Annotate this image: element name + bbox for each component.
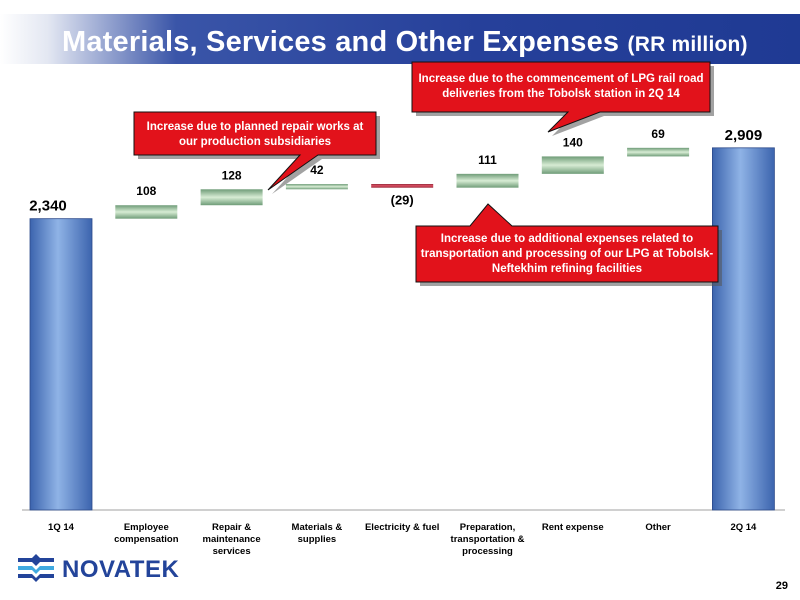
data-label-2: 128 (222, 168, 242, 182)
data-label-3: 42 (310, 163, 324, 177)
data-label-4: (29) (391, 193, 414, 208)
callout-rail (411, 61, 711, 133)
title-unit: (RR million) (627, 33, 748, 56)
title-bar (0, 14, 800, 64)
bar-1 (115, 205, 178, 219)
callout-rail-text: Increase due to the commencement of LPG … (418, 73, 704, 100)
bar-7 (627, 147, 690, 157)
novatek-logo-icon (14, 552, 58, 586)
callout-repair-text: Increase due to planned repair works at … (146, 121, 364, 148)
category-label-3: Materials & supplies (292, 522, 343, 545)
category-label-4: Electricity & fuel (365, 522, 439, 533)
bar-2 (200, 189, 263, 206)
category-label-0: 1Q 14 (48, 522, 75, 533)
category-label-5: Preparation, transportation & processing (451, 522, 525, 557)
page-title: Materials, Services and Other Expenses (… (62, 26, 748, 59)
logo-text: NOVATEK (62, 556, 180, 583)
callout-transport-text: Increase due to additional expenses rela… (420, 233, 714, 275)
data-label-8: 2,909 (725, 127, 763, 144)
category-label-2: Repair & maintenance services (203, 522, 261, 557)
bar-3 (285, 184, 348, 190)
data-label-5: 111 (478, 153, 497, 167)
data-label-6: 140 (563, 135, 583, 149)
callout-transport (415, 203, 719, 283)
callout-repair (133, 111, 377, 191)
bar-6 (541, 156, 604, 174)
bar-8 (712, 147, 775, 511)
bar-0 (29, 218, 93, 511)
title-main: Materials, Services and Other Expenses (62, 26, 620, 58)
data-label-7: 69 (651, 127, 665, 141)
category-label-8: 2Q 14 (730, 522, 757, 533)
category-label-6: Rent expense (542, 522, 604, 533)
data-label-0: 2,340 (29, 198, 67, 215)
page-number: 29 (775, 580, 788, 592)
category-label-1: Employee compensation (114, 522, 179, 545)
bar-5 (456, 173, 519, 188)
category-label-7: Other (645, 522, 671, 533)
data-label-1: 108 (136, 184, 156, 198)
bar-4 (371, 184, 434, 188)
